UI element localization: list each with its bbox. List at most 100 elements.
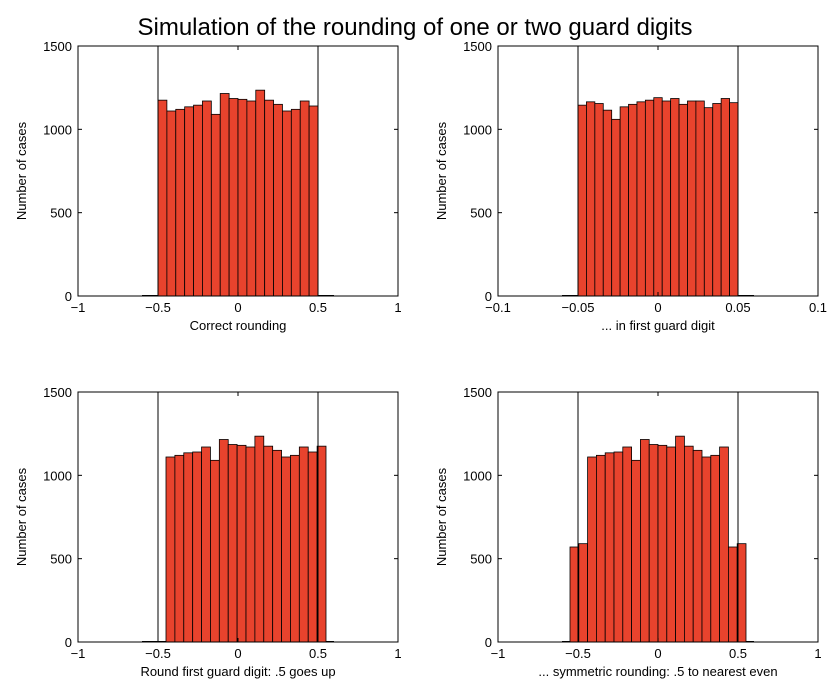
y-tick-label: 1500	[463, 39, 492, 54]
histogram-bar	[264, 99, 274, 297]
histogram-bar	[272, 449, 282, 643]
histogram-bar	[236, 444, 247, 643]
histogram-panel-3: −1 −0.5 0 0.5 1 0 500 1000 1500 Round first guard…	[14, 385, 402, 679]
histogram-bar	[611, 118, 621, 297]
x-tick-label: −0.05	[562, 300, 595, 315]
x-tick-label: 0.1	[809, 300, 827, 315]
x-tick-label: 0	[654, 646, 661, 661]
histogram-bar	[720, 98, 730, 297]
histogram-bar	[157, 99, 168, 297]
histogram-bar	[183, 452, 194, 643]
histogram-bar	[684, 445, 694, 643]
x-tick-label: −0.5	[145, 646, 171, 661]
histogram-bar	[165, 456, 176, 643]
histogram-bar	[245, 446, 256, 643]
x-tick-label: 0	[234, 646, 241, 661]
histogram-bar	[282, 110, 292, 297]
histogram-bar	[596, 454, 606, 643]
histogram-panel-2: −0.1 −0.05 0 0.05 0.1 0 500 1000 1500 ... in firs…	[434, 39, 827, 333]
histogram-bar	[228, 98, 239, 297]
histogram-bar	[701, 456, 712, 643]
histogram-bar	[263, 445, 274, 643]
histogram-bar	[736, 543, 747, 643]
y-axis-label: Number of cases	[14, 121, 29, 220]
x-tick-label: −1	[491, 646, 506, 661]
histogram-bar	[670, 98, 680, 297]
y-tick-label: 0	[485, 289, 492, 304]
x-tick-label: −0.5	[565, 646, 591, 661]
histogram-bar	[644, 99, 655, 297]
histogram-bar	[290, 108, 301, 297]
histogram-bar	[594, 103, 604, 297]
histogram-bar	[202, 100, 212, 297]
x-axis-label: ... in first guard digit	[601, 318, 715, 333]
x-tick-label: −0.1	[485, 300, 511, 315]
histogram-bar	[273, 103, 283, 297]
histogram-bar	[703, 107, 714, 297]
y-tick-label: 1000	[43, 468, 72, 483]
histogram-panel-1: −1 −0.5 0 0.5 1 0 500 1000 1500 Correct rounding N…	[14, 39, 402, 333]
histogram-bar	[201, 446, 211, 643]
histogram-bar	[281, 456, 291, 643]
histogram-bar	[622, 446, 632, 643]
histogram-bar	[628, 103, 638, 297]
y-axis-label: Number of cases	[434, 121, 449, 220]
histogram-bar	[307, 451, 318, 643]
x-tick-label: 1	[814, 646, 821, 661]
histogram-bar	[648, 444, 659, 643]
y-tick-label: 0	[485, 635, 492, 650]
histogram-bar	[710, 454, 720, 643]
y-tick-label: 1000	[463, 468, 492, 483]
histogram-bar	[577, 104, 587, 297]
histogram-bar	[175, 108, 186, 297]
histogram-bar	[184, 106, 194, 297]
x-tick-label: 0	[654, 300, 661, 315]
x-axis-label: Round first guard digit: .5 goes up	[140, 664, 335, 679]
x-tick-label: 0.05	[725, 300, 750, 315]
x-tick-label: −0.5	[145, 300, 171, 315]
histogram-bar	[227, 444, 238, 643]
histogram-bar	[602, 109, 613, 297]
histogram-bar	[619, 106, 629, 297]
y-tick-label: 500	[470, 206, 492, 221]
histogram-bar	[678, 103, 688, 297]
histogram-bar	[719, 446, 729, 643]
histogram-bar	[299, 100, 310, 297]
figure-title: Simulation of the rounding of one or two…	[137, 14, 693, 41]
histogram-bar	[246, 100, 257, 297]
y-tick-label: 1500	[463, 385, 492, 400]
histogram-bar	[219, 93, 230, 297]
histogram-bar	[210, 113, 221, 297]
histogram-bar	[692, 449, 703, 643]
histogram-bar	[636, 101, 646, 297]
x-axis-label: ... symmetric rounding: .5 to nearest ev…	[538, 664, 777, 679]
histogram-bar	[569, 546, 580, 643]
histogram-bar	[587, 456, 597, 643]
histogram-bar	[174, 454, 185, 643]
histogram-bar	[237, 98, 248, 297]
histogram-bar	[653, 97, 663, 297]
y-axis-label: Number of cases	[14, 467, 29, 566]
x-axis-label: Correct rounding	[190, 318, 287, 333]
x-tick-label: 1	[394, 646, 401, 661]
histogram-bar	[728, 546, 738, 643]
histogram-bar	[640, 439, 650, 643]
histogram-bar	[298, 446, 309, 643]
y-tick-label: 0	[65, 635, 72, 650]
x-tick-label: −1	[71, 646, 86, 661]
histogram-bar	[218, 439, 229, 643]
y-tick-label: 0	[65, 289, 72, 304]
y-tick-label: 500	[470, 552, 492, 567]
y-tick-label: 500	[50, 552, 72, 567]
y-tick-label: 1500	[43, 385, 72, 400]
y-axis-label: Number of cases	[434, 467, 449, 566]
histogram-bar	[675, 435, 685, 643]
histogram-bar	[255, 89, 266, 297]
histogram-panel-4: −1 −0.5 0 0.5 1 0 500 1000 1500 ... symmetric rou…	[434, 385, 822, 679]
histogram-bar	[631, 459, 641, 643]
histogram-bar	[666, 446, 676, 643]
x-tick-label: 0.5	[309, 300, 327, 315]
y-tick-label: 1000	[43, 122, 72, 137]
histogram-bar	[613, 451, 624, 643]
